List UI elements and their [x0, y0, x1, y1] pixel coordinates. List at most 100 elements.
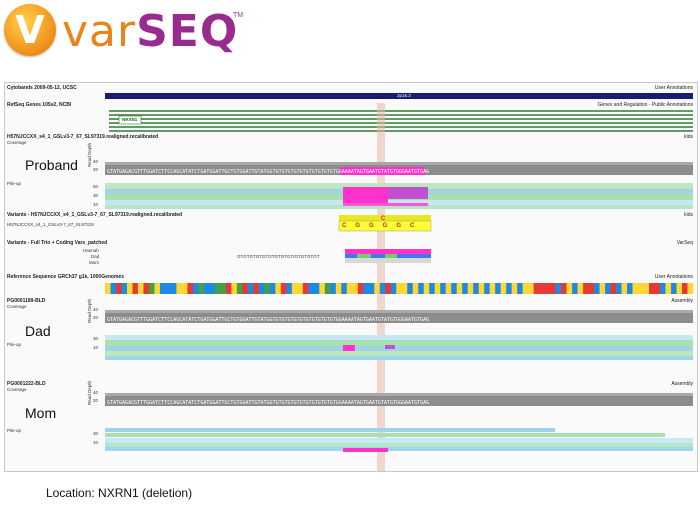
- proband-variant-call: C: [338, 215, 432, 232]
- reference-base: [368, 283, 375, 294]
- reference-base: [660, 283, 666, 294]
- reference-base: [264, 283, 271, 294]
- track-menu-proband-bam[interactable]: kids: [684, 134, 693, 140]
- reference-base: [363, 283, 370, 294]
- reference-base: [665, 283, 672, 294]
- reference-base: [627, 283, 633, 294]
- reference-base: [115, 283, 122, 294]
- reference-base: [467, 283, 474, 294]
- track-title-cytobands: Cytobands 2009-05-12, UCSC: [7, 85, 77, 91]
- reference-base: [456, 283, 463, 294]
- mom-pile-tick-10: 10: [93, 440, 99, 445]
- reference-base: [407, 283, 414, 294]
- reference-base: [484, 283, 490, 294]
- gene-label: NRXN1: [122, 117, 138, 122]
- trademark: TM: [233, 12, 244, 19]
- dad-coverage: [105, 313, 693, 323]
- reference-base: [643, 283, 650, 294]
- proband-deletion-coverage: [340, 167, 425, 175]
- reference-base: [621, 283, 628, 294]
- reference-base: [110, 283, 117, 294]
- reference-base: [132, 283, 139, 294]
- reference-base: [610, 283, 617, 294]
- reference-base: [247, 283, 254, 294]
- track-menu-cytobands[interactable]: User Annotations: [654, 85, 693, 91]
- reference-base: [440, 283, 447, 294]
- reference-base: [583, 283, 589, 294]
- svg-text:C: C: [381, 216, 386, 222]
- reference-base: [297, 283, 304, 294]
- proband-pile-tick-30: 30: [93, 193, 99, 198]
- track-menu-dad-bam[interactable]: Assembly: [671, 298, 693, 304]
- trio-sample-mom: Mom: [89, 260, 99, 265]
- track-title-dad-bam: PG0001189-BLD: [7, 298, 46, 304]
- track-menu-refseq[interactable]: Genes and Regulation - Public Annotation…: [597, 102, 693, 108]
- reference-base: [401, 283, 408, 294]
- reference-base: [137, 283, 144, 294]
- track-menu-reference[interactable]: User Annotations: [654, 274, 693, 280]
- brand-name: varSEQ: [62, 6, 239, 57]
- proband-label: Proband: [25, 157, 78, 173]
- reference-base: [500, 283, 507, 294]
- reference-base: [418, 283, 425, 294]
- reference-base: [577, 283, 584, 294]
- reference-base: [121, 283, 128, 294]
- reference-base: [330, 283, 337, 294]
- dad-coverage-sequence: GTATGAGACGTTTGGATCTTCCAGCATATCTGATGGATTG…: [107, 317, 429, 323]
- mom-label: Mom: [25, 405, 57, 421]
- reference-base: [566, 283, 573, 294]
- reference-base: [203, 283, 210, 294]
- reference-base: [357, 283, 364, 294]
- reference-base: [385, 283, 392, 294]
- track-menu-trio-variants[interactable]: VarSeq: [676, 240, 693, 246]
- dad-tick-20: 20: [93, 315, 99, 320]
- reference-base: [346, 283, 353, 294]
- reference-base: [495, 283, 501, 294]
- mom-coverage: [105, 396, 693, 406]
- mom-tick-40: 40: [93, 390, 99, 395]
- reference-base: [572, 283, 578, 294]
- reference-base: [544, 283, 551, 294]
- reference-base: [632, 283, 639, 294]
- reference-base: [280, 283, 287, 294]
- reference-base: [555, 283, 562, 294]
- proband-pile-tick-50: 50: [93, 184, 99, 189]
- dad-coverage-label: Coverage: [7, 304, 27, 309]
- reference-base: [390, 283, 397, 294]
- track-menu-variants-proband[interactable]: kids: [684, 212, 693, 218]
- variant-sample-label: H57NJCCXX_s4_1_GSLv3-7_67_SL97319: [7, 222, 94, 227]
- reference-base: [599, 283, 606, 294]
- reference-base: [198, 283, 205, 294]
- reference-base: [105, 283, 111, 294]
- reference-base: [170, 283, 177, 294]
- reference-base: [638, 283, 644, 294]
- track-title-refseq: RefSeq Genes 105v2, NCBI: [7, 102, 72, 108]
- track-menu-mom-bam[interactable]: Assembly: [671, 381, 693, 387]
- track-title-trio-variants: Variants - Full Trio + Coding Vars_patch…: [7, 240, 108, 246]
- reference-base: [192, 283, 199, 294]
- reference-base: [434, 283, 441, 294]
- reference-base: [671, 283, 677, 294]
- reference-base: [209, 283, 216, 294]
- caption: Location: NXRN1 (deletion): [46, 486, 193, 500]
- proband-pileup: [105, 183, 693, 209]
- reference-base: [313, 283, 320, 294]
- reference-base: [478, 283, 485, 294]
- reference-base: [225, 283, 232, 294]
- reference-base: [429, 283, 436, 294]
- proband-tick-20: 20: [93, 167, 99, 172]
- reference-base: [352, 283, 359, 294]
- proband-coverage-sequence: GTATGAGACGTTTGGATCTTCCAGCATATCTGATGGATTG…: [107, 169, 429, 175]
- cytoband-label: 2p16.3: [397, 93, 411, 98]
- reference-base: [231, 283, 238, 294]
- mom-coverage-sequence: GTATGAGACGTTTGGATCTTCCAGCATATCTGATGGATTG…: [107, 400, 429, 406]
- reference-base: [517, 283, 523, 294]
- reference-base: [588, 283, 595, 294]
- proband-tick-40: 40: [93, 159, 99, 164]
- mom-pileup: [105, 428, 693, 452]
- reference-base: [159, 283, 166, 294]
- reference-base: [412, 283, 419, 294]
- dad-pileup: [105, 335, 693, 360]
- reference-base: [275, 283, 282, 294]
- reference-base: [682, 283, 688, 294]
